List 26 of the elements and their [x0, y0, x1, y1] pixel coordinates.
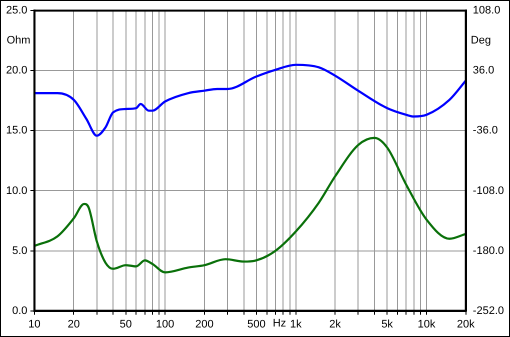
y-tick-label: 20.0 — [6, 64, 28, 77]
x-tick-label: 100 — [156, 318, 174, 330]
x-tick-label: 200 — [195, 318, 214, 330]
x-tick-label: 1k — [290, 318, 302, 330]
y-tick-label: 15.0 — [6, 124, 28, 137]
x-tick-label: 50 — [120, 318, 132, 330]
y2-axis-title: Deg — [470, 34, 491, 47]
y-tick-label: 0.0 — [12, 304, 28, 317]
y-tick-label: 25.0 — [6, 4, 28, 17]
y2-tick-label: -36.0 — [472, 124, 498, 137]
x-axis-title: Hz — [272, 317, 286, 330]
y2-tick-label: 108.0 — [472, 4, 500, 17]
y2-tick-label: -252.0 — [472, 304, 504, 317]
x-tick-label: 20k — [456, 318, 476, 330]
x-tick-label: 10k — [418, 318, 436, 330]
y-tick-label: 5.0 — [12, 244, 28, 257]
y2-tick-label: -108.0 — [472, 184, 504, 197]
x-tick-label: 2k — [329, 318, 342, 330]
x-tick-label: 500 — [247, 318, 266, 330]
y-axis-title: Ohm — [6, 34, 30, 47]
y2-tick-label: 36.0 — [472, 64, 494, 77]
x-tick-label: 5k — [381, 318, 394, 330]
y2-tick-label: -180.0 — [472, 244, 504, 257]
x-tick-label: 20 — [68, 318, 80, 330]
x-tick-label: 10 — [28, 318, 41, 330]
y-tick-label: 10.0 — [6, 184, 28, 197]
